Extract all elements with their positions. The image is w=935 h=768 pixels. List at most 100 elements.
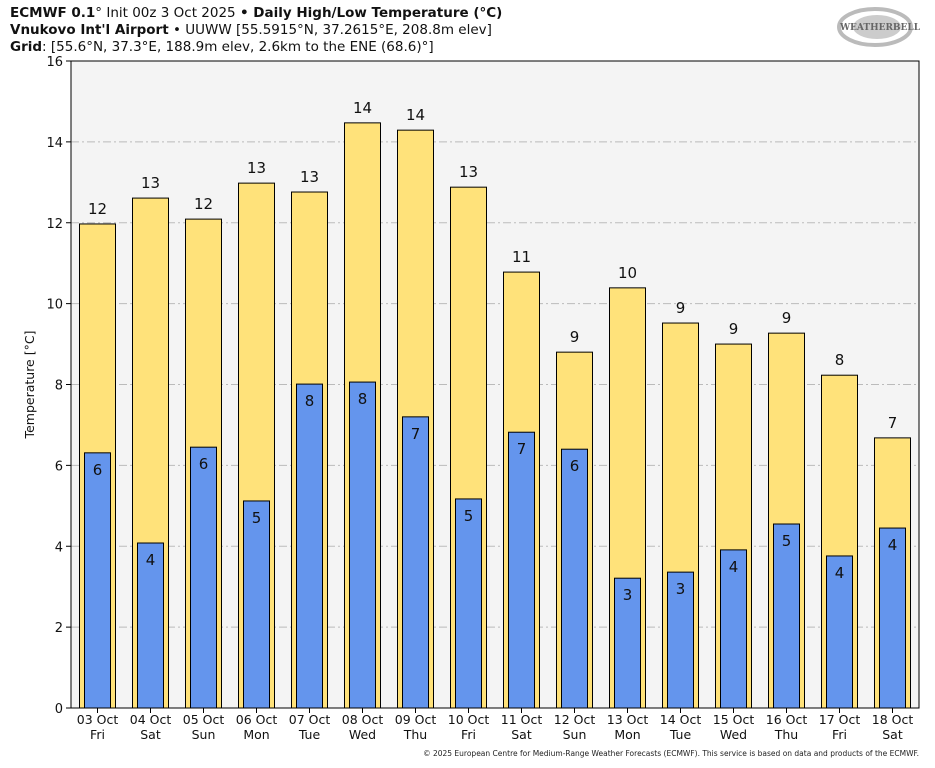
y-tick-label: 8: [55, 379, 63, 394]
low-bar: [243, 500, 270, 709]
high-value-label: 13: [459, 163, 478, 181]
title-line-1: ECMWF 0.1° Init 00z 3 Oct 2025 • Daily H…: [10, 5, 502, 21]
x-tick-label-date: 07 Oct: [289, 712, 331, 727]
x-tick-label-day: Sat: [140, 727, 161, 742]
bullet: •: [239, 5, 249, 21]
x-tick-label-date: 14 Oct: [660, 712, 702, 727]
low-bar: [561, 448, 588, 709]
x-tick-label-day: Sat: [882, 727, 903, 742]
low-value-label: 4: [835, 564, 845, 582]
x-tick-label-date: 05 Oct: [183, 712, 225, 727]
y-tick-label: 16: [46, 55, 63, 70]
x-tick-label-date: 16 Oct: [766, 712, 808, 727]
high-value-label: 14: [353, 99, 372, 117]
y-tick-label: 6: [55, 459, 63, 474]
low-value-label: 4: [729, 558, 739, 576]
x-tick-label-day: Wed: [720, 727, 747, 742]
x-tick-label-date: 15 Oct: [713, 712, 755, 727]
x-tick-label-day: Sun: [192, 727, 216, 742]
title-line-2: Vnukovo Int'l Airport • UUWW [55.5915°N,…: [10, 22, 492, 38]
low-value-label: 8: [305, 392, 315, 410]
x-tick-label-date: 09 Oct: [395, 712, 437, 727]
low-value-label: 4: [146, 551, 156, 569]
low-bar: [614, 577, 641, 709]
y-tick-label: 14: [46, 136, 63, 151]
low-bar: [137, 542, 164, 709]
low-bar: [402, 416, 429, 709]
high-value-label: 7: [888, 414, 898, 432]
y-tick-label: 12: [46, 217, 63, 232]
low-bar: [296, 383, 323, 709]
high-value-label: 14: [406, 106, 425, 124]
low-value-label: 5: [252, 509, 262, 527]
high-value-label: 9: [729, 320, 739, 338]
x-tick-label-date: 17 Oct: [819, 712, 861, 727]
y-tick-label: 4: [55, 540, 63, 555]
station-name: Vnukovo Int'l Airport: [10, 22, 169, 38]
high-value-label: 9: [570, 328, 580, 346]
x-tick-label-day: Fri: [832, 727, 847, 742]
low-bar: [455, 498, 482, 709]
x-tick-label-day: Thu: [774, 727, 798, 742]
grid-info: : [55.6°N, 37.3°E, 188.9m elev, 2.6km to…: [42, 39, 434, 55]
model-name: ECMWF 0.1: [10, 5, 96, 21]
x-tick-label-date: 12 Oct: [554, 712, 596, 727]
low-bar: [508, 431, 535, 709]
x-tick-label-day: Sun: [563, 727, 587, 742]
y-tick-label: 10: [46, 298, 63, 313]
low-bar: [720, 549, 747, 709]
low-value-label: 5: [464, 507, 474, 525]
station-info: • UUWW [55.5915°N, 37.2615°E, 208.8m ele…: [168, 22, 492, 38]
low-value-label: 6: [199, 455, 209, 473]
high-value-label: 13: [141, 174, 160, 192]
low-value-label: 4: [888, 536, 898, 554]
low-bar: [190, 446, 217, 709]
high-value-label: 8: [835, 351, 845, 369]
x-tick-label-day: Wed: [349, 727, 376, 742]
degree-sign: °: [95, 5, 103, 21]
x-tick-label-day: Tue: [669, 727, 692, 742]
low-value-label: 7: [411, 425, 421, 443]
high-value-label: 12: [88, 200, 107, 218]
low-bar: [349, 381, 376, 709]
x-tick-label-day: Mon: [243, 727, 269, 742]
high-value-label: 13: [300, 168, 319, 186]
x-tick-label-date: 08 Oct: [342, 712, 384, 727]
chart-title: Daily High/Low Temperature (°C): [248, 5, 503, 21]
y-tick-label: 0: [55, 702, 63, 717]
x-tick-label-date: 13 Oct: [607, 712, 649, 727]
copyright-footer: © 2025 European Centre for Medium-Range …: [423, 749, 919, 758]
low-value-label: 5: [782, 532, 792, 550]
low-bar: [773, 523, 800, 709]
title-line-3: Grid: [55.6°N, 37.3°E, 188.9m elev, 2.6k…: [10, 39, 434, 55]
high-value-label: 13: [247, 159, 266, 177]
x-tick-label-date: 03 Oct: [77, 712, 119, 727]
high-value-label: 11: [512, 248, 531, 266]
low-bar: [84, 452, 111, 709]
x-tick-label-date: 11 Oct: [501, 712, 543, 727]
x-tick-label-date: 06 Oct: [236, 712, 278, 727]
x-tick-label-date: 04 Oct: [130, 712, 172, 727]
high-value-label: 9: [782, 309, 792, 327]
x-tick-label-day: Thu: [403, 727, 427, 742]
y-axis-label: Temperature [°C]: [22, 331, 37, 440]
low-value-label: 3: [676, 580, 686, 598]
plot-frame: [70, 60, 920, 709]
weatherbell-logo: WEATHERBELL: [837, 7, 921, 47]
svg-text:WEATHERBELL: WEATHERBELL: [839, 23, 921, 33]
low-value-label: 7: [517, 440, 527, 458]
high-value-label: 10: [618, 264, 637, 282]
x-tick-label-date: 18 Oct: [872, 712, 914, 727]
x-tick-label-date: 10 Oct: [448, 712, 490, 727]
low-value-label: 6: [570, 457, 580, 475]
low-bar: [826, 555, 853, 709]
x-tick-label-day: Tue: [298, 727, 321, 742]
low-value-label: 6: [93, 461, 103, 479]
low-value-label: 8: [358, 390, 368, 408]
grid-label: Grid: [10, 39, 43, 55]
x-tick-label-day: Fri: [90, 727, 105, 742]
x-tick-label-day: Fri: [461, 727, 476, 742]
y-tick-label: 2: [55, 621, 63, 636]
